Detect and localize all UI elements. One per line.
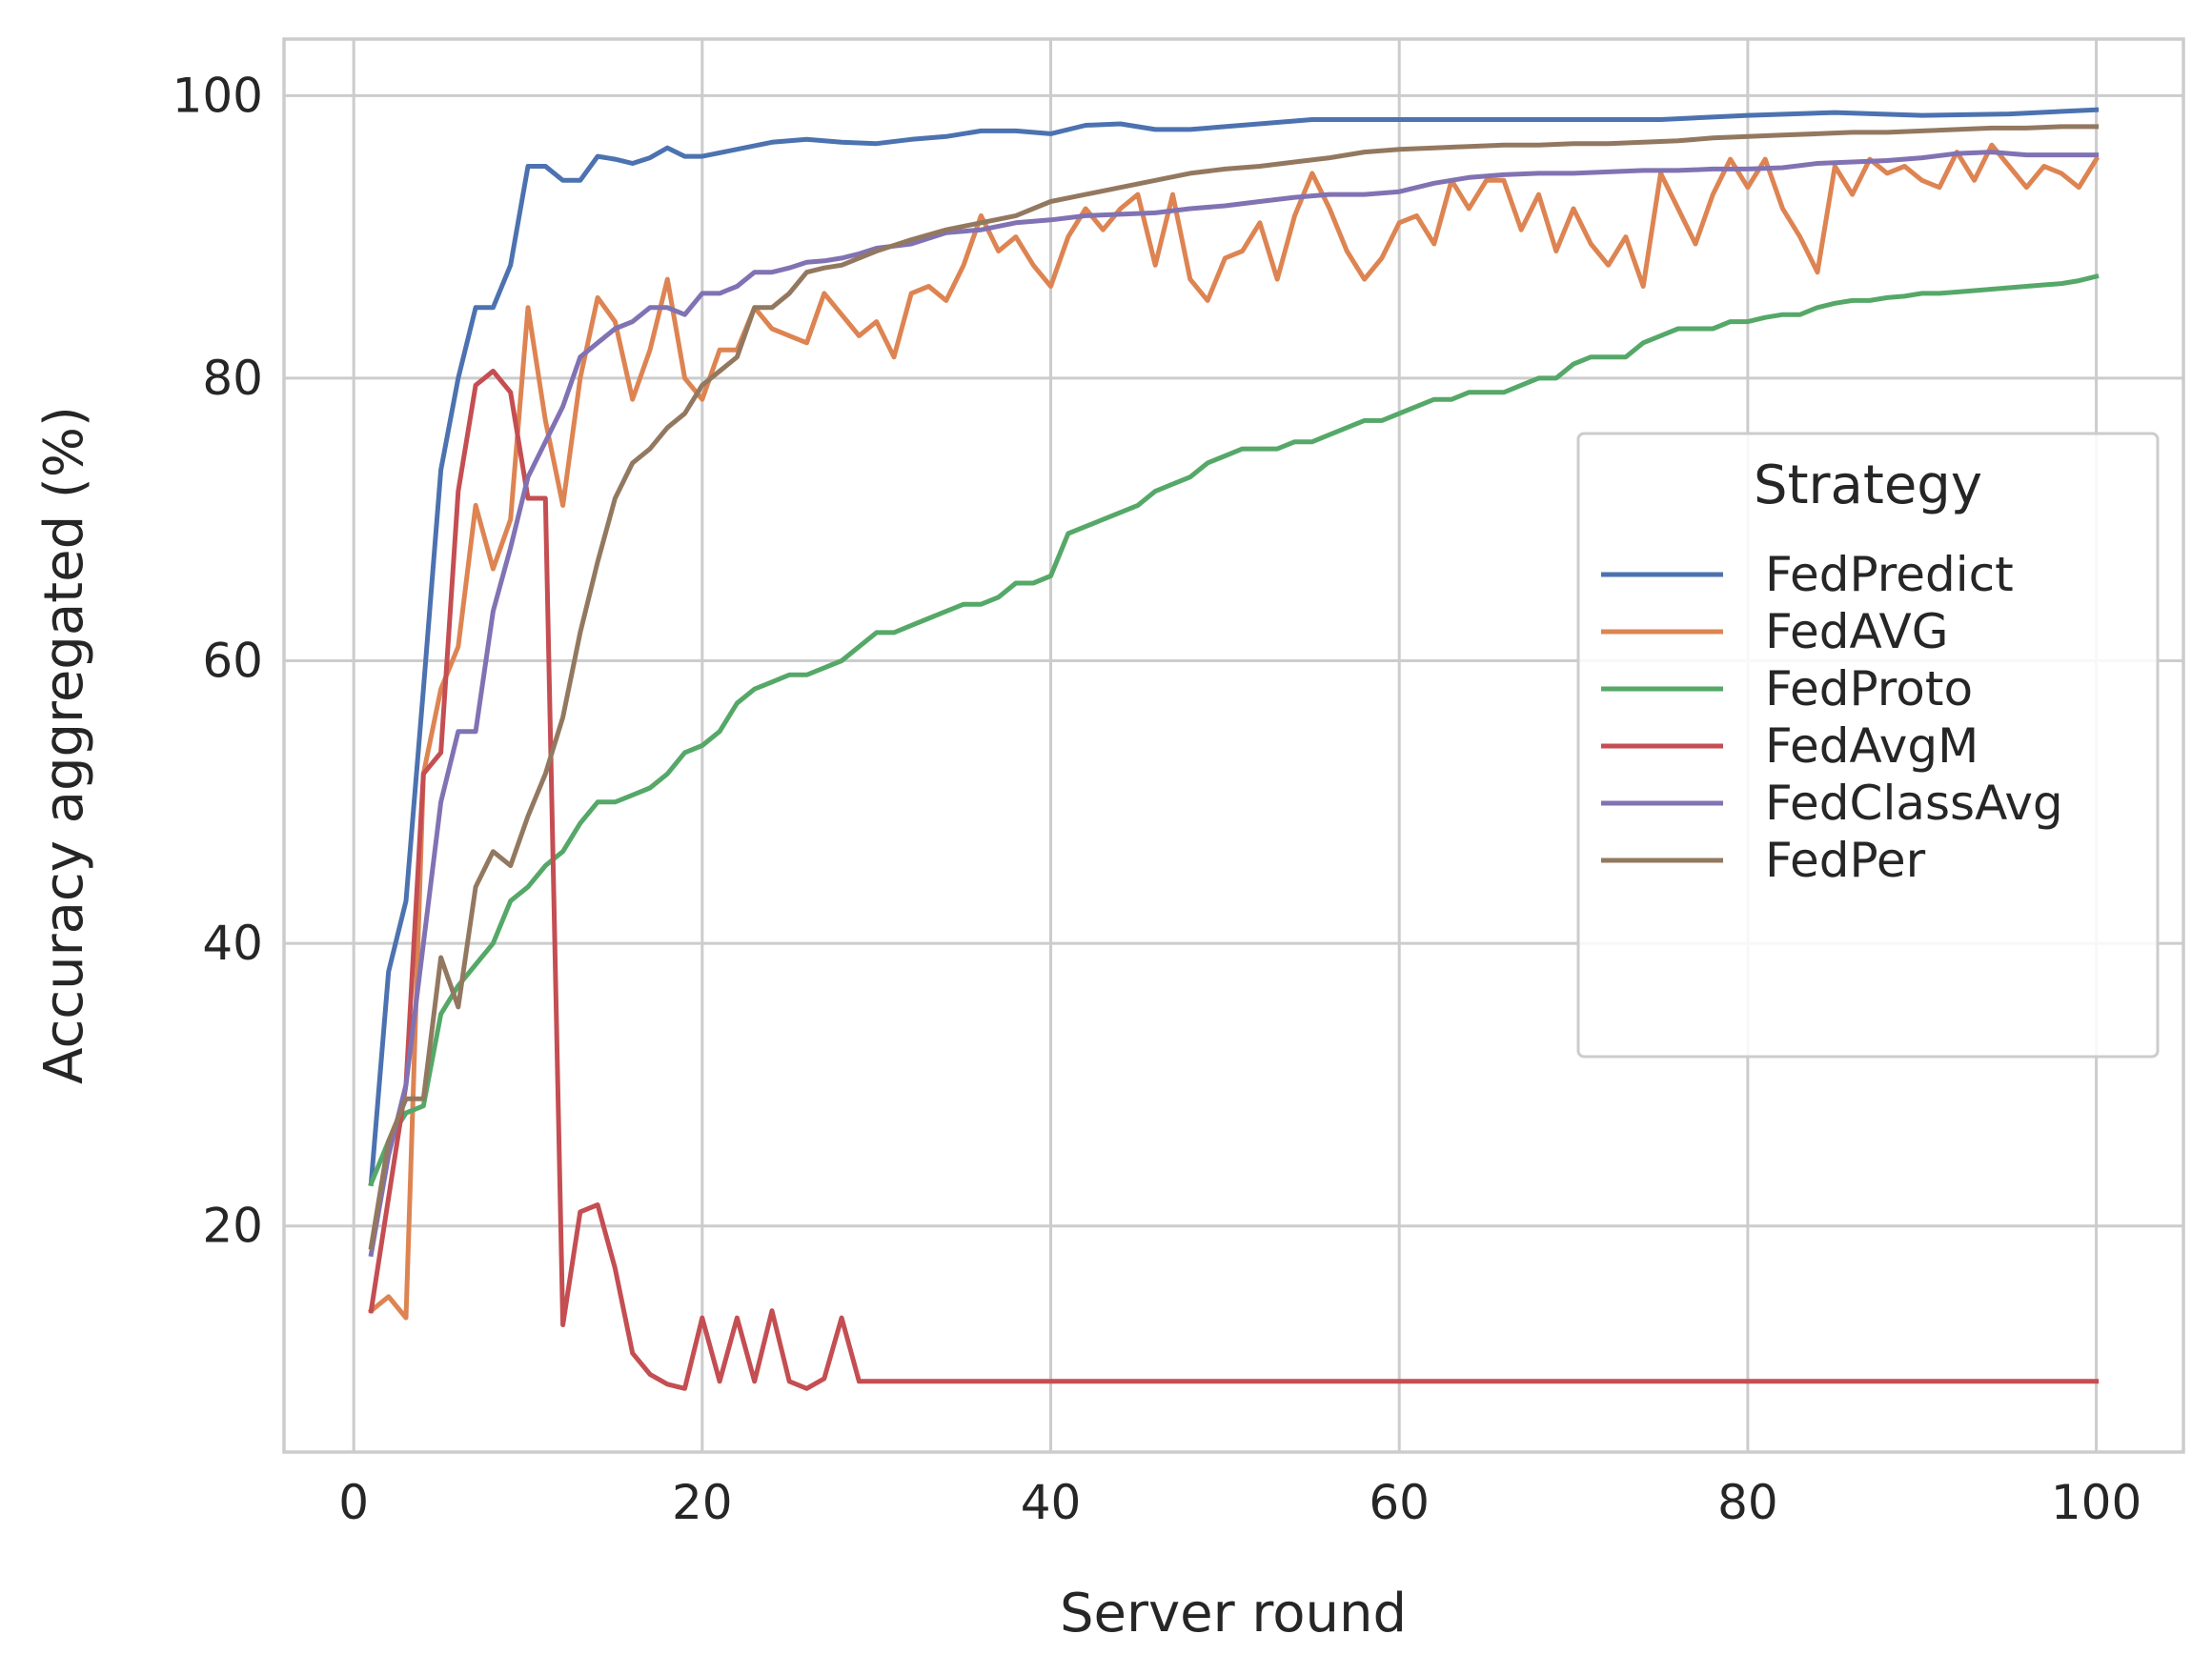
legend-box bbox=[1576, 432, 2160, 1059]
plot-frame bbox=[282, 37, 2185, 1454]
x-axis-label: Server round bbox=[1060, 1583, 1407, 1645]
legend: Strategy FedPredictFedAVGFedProtoFedAvgM… bbox=[1576, 432, 2160, 1059]
series-lines bbox=[367, 107, 2100, 1391]
legend-items: FedPredictFedAVGFedProtoFedAvgMFedClassA… bbox=[1601, 547, 2063, 888]
series-line-fedavg bbox=[367, 142, 2100, 1321]
series-line-fedproto bbox=[368, 273, 2100, 1187]
x-tick-label: 100 bbox=[2051, 1475, 2141, 1530]
series-line-fedper bbox=[368, 124, 2100, 1250]
y-tick-label: 80 bbox=[202, 351, 263, 406]
legend-label-fedper: FedPer bbox=[1765, 833, 1926, 888]
x-tick-labels: 0 20 40 60 80 100 bbox=[338, 1475, 2141, 1530]
legend-label-fedproto: FedProto bbox=[1765, 661, 1973, 716]
x-tick-label: 20 bbox=[672, 1475, 733, 1530]
y-tick-label: 40 bbox=[202, 916, 263, 971]
legend-label-fedavg: FedAVG bbox=[1765, 604, 1948, 659]
legend-title: Strategy bbox=[1754, 454, 1982, 516]
series-line-fedavgm bbox=[368, 369, 2100, 1391]
series-line-fedpredict bbox=[368, 107, 2100, 1186]
legend-label-fedavgm: FedAvgM bbox=[1765, 718, 1979, 774]
x-tick-label: 80 bbox=[1717, 1475, 1778, 1530]
x-tick-label: 40 bbox=[1021, 1475, 1082, 1530]
x-tick-label: 0 bbox=[338, 1475, 369, 1530]
legend-label-fedpredict: FedPredict bbox=[1765, 547, 2014, 602]
y-tick-labels: 20 40 60 80 100 bbox=[172, 68, 263, 1253]
y-axis-label: Accuracy aggregated (%) bbox=[33, 406, 95, 1084]
y-tick-label: 60 bbox=[202, 634, 263, 689]
legend-label-fedclassavg: FedClassAvg bbox=[1765, 776, 2063, 831]
series-line-fedclassavg bbox=[368, 150, 2100, 1258]
y-tick-label: 20 bbox=[202, 1199, 263, 1254]
y-tick-label: 100 bbox=[172, 68, 263, 123]
x-tick-label: 60 bbox=[1369, 1475, 1430, 1530]
